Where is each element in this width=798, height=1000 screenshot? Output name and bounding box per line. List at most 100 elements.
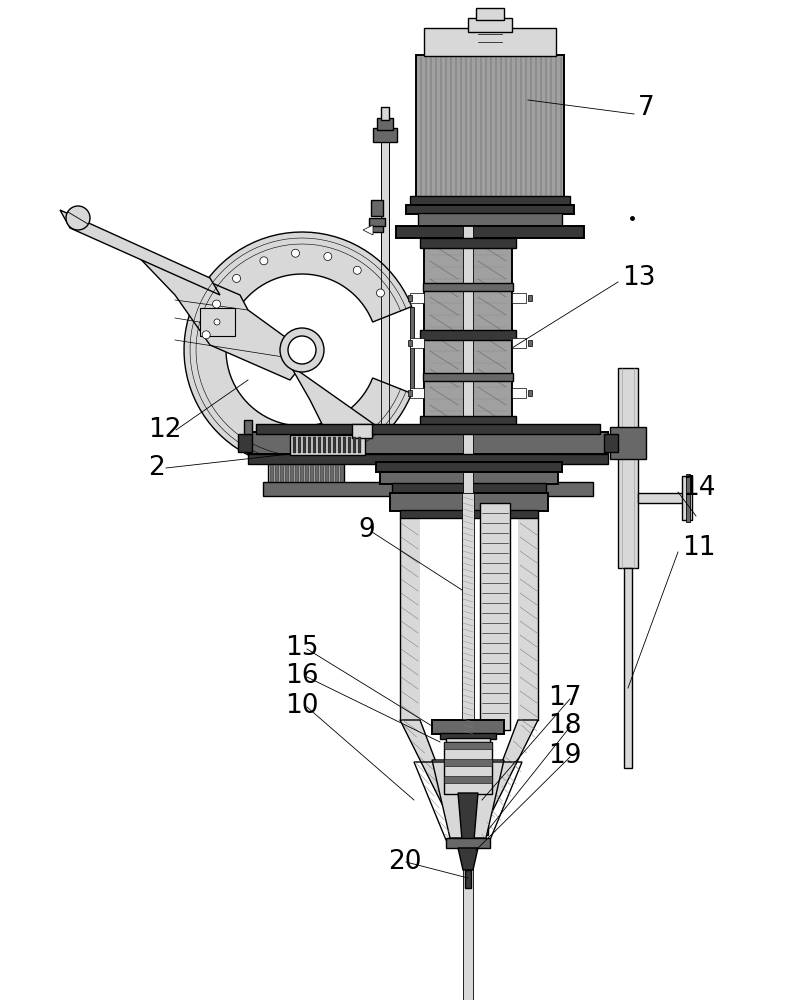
- Bar: [408, 390, 412, 396]
- Bar: [408, 295, 412, 301]
- Bar: [381, 107, 389, 120]
- Bar: [410, 293, 424, 303]
- Bar: [390, 493, 548, 511]
- Bar: [280, 465, 284, 482]
- Bar: [400, 518, 420, 720]
- Polygon shape: [432, 760, 504, 838]
- Circle shape: [212, 300, 220, 308]
- Bar: [444, 742, 492, 749]
- Bar: [420, 416, 516, 428]
- Circle shape: [260, 257, 268, 265]
- Bar: [318, 437, 321, 453]
- Bar: [388, 454, 550, 464]
- Bar: [333, 437, 336, 453]
- Circle shape: [288, 336, 316, 364]
- Bar: [293, 437, 296, 453]
- Bar: [528, 295, 532, 301]
- Bar: [420, 238, 516, 248]
- Text: 19: 19: [548, 743, 582, 769]
- Bar: [348, 437, 351, 453]
- Text: 15: 15: [285, 635, 318, 661]
- Bar: [381, 140, 389, 460]
- Bar: [200, 308, 235, 336]
- Bar: [290, 435, 365, 455]
- Bar: [353, 437, 356, 453]
- Text: 16: 16: [285, 663, 318, 689]
- Bar: [463, 226, 473, 1000]
- Bar: [408, 340, 412, 346]
- Text: 11: 11: [682, 535, 716, 561]
- Bar: [335, 465, 339, 482]
- Circle shape: [377, 289, 385, 297]
- Text: 14: 14: [682, 475, 716, 501]
- Bar: [248, 432, 608, 454]
- Text: 9: 9: [358, 517, 375, 543]
- Circle shape: [324, 252, 332, 260]
- Bar: [290, 465, 294, 482]
- Text: 12: 12: [148, 417, 181, 443]
- Text: 20: 20: [388, 849, 421, 875]
- Bar: [238, 434, 252, 452]
- Bar: [610, 427, 646, 459]
- Bar: [440, 733, 496, 739]
- Bar: [424, 238, 512, 468]
- Text: 17: 17: [548, 685, 582, 711]
- Bar: [418, 213, 562, 229]
- Bar: [400, 510, 538, 518]
- Bar: [325, 465, 329, 482]
- Polygon shape: [480, 720, 538, 820]
- Circle shape: [214, 319, 220, 325]
- Bar: [244, 420, 252, 434]
- Polygon shape: [184, 232, 412, 468]
- Bar: [465, 870, 471, 888]
- Bar: [409, 307, 413, 397]
- Bar: [446, 838, 490, 848]
- Bar: [423, 283, 513, 291]
- Bar: [358, 437, 361, 453]
- Bar: [295, 465, 299, 482]
- Bar: [462, 493, 474, 740]
- Polygon shape: [363, 225, 373, 235]
- Text: 10: 10: [285, 693, 318, 719]
- Bar: [410, 338, 424, 348]
- Bar: [376, 462, 562, 472]
- Bar: [380, 470, 558, 484]
- Bar: [424, 28, 556, 56]
- Circle shape: [232, 274, 240, 282]
- Bar: [420, 330, 516, 340]
- Bar: [604, 434, 618, 452]
- Bar: [638, 493, 690, 503]
- Bar: [270, 465, 274, 482]
- Bar: [624, 568, 632, 768]
- Bar: [406, 205, 574, 214]
- Bar: [518, 518, 538, 720]
- Bar: [528, 390, 532, 396]
- Polygon shape: [458, 848, 478, 870]
- Bar: [410, 196, 570, 206]
- Bar: [369, 218, 385, 226]
- Circle shape: [291, 249, 299, 257]
- Bar: [340, 465, 344, 482]
- Bar: [323, 437, 326, 453]
- Bar: [371, 200, 383, 216]
- Bar: [480, 503, 510, 730]
- Bar: [476, 8, 504, 20]
- Bar: [371, 224, 383, 232]
- Bar: [373, 128, 397, 142]
- Bar: [432, 720, 504, 734]
- Bar: [423, 373, 513, 381]
- Polygon shape: [130, 248, 310, 380]
- Bar: [308, 437, 311, 453]
- Bar: [338, 437, 341, 453]
- Bar: [618, 368, 638, 568]
- Bar: [310, 465, 314, 482]
- Bar: [303, 437, 306, 453]
- Bar: [416, 55, 564, 198]
- Bar: [682, 476, 692, 520]
- Polygon shape: [60, 210, 220, 295]
- Text: 13: 13: [622, 265, 655, 291]
- Bar: [320, 465, 324, 482]
- Bar: [305, 465, 309, 482]
- Bar: [275, 465, 279, 482]
- Bar: [328, 437, 331, 453]
